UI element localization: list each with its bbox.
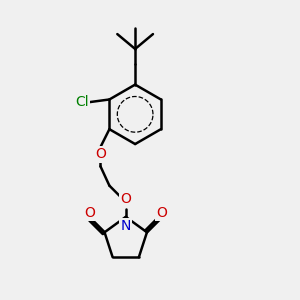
Text: Cl: Cl <box>75 95 88 110</box>
Text: O: O <box>95 148 106 161</box>
Text: O: O <box>84 206 95 220</box>
Text: O: O <box>156 206 167 220</box>
Text: O: O <box>120 192 131 206</box>
Text: N: N <box>121 219 131 233</box>
